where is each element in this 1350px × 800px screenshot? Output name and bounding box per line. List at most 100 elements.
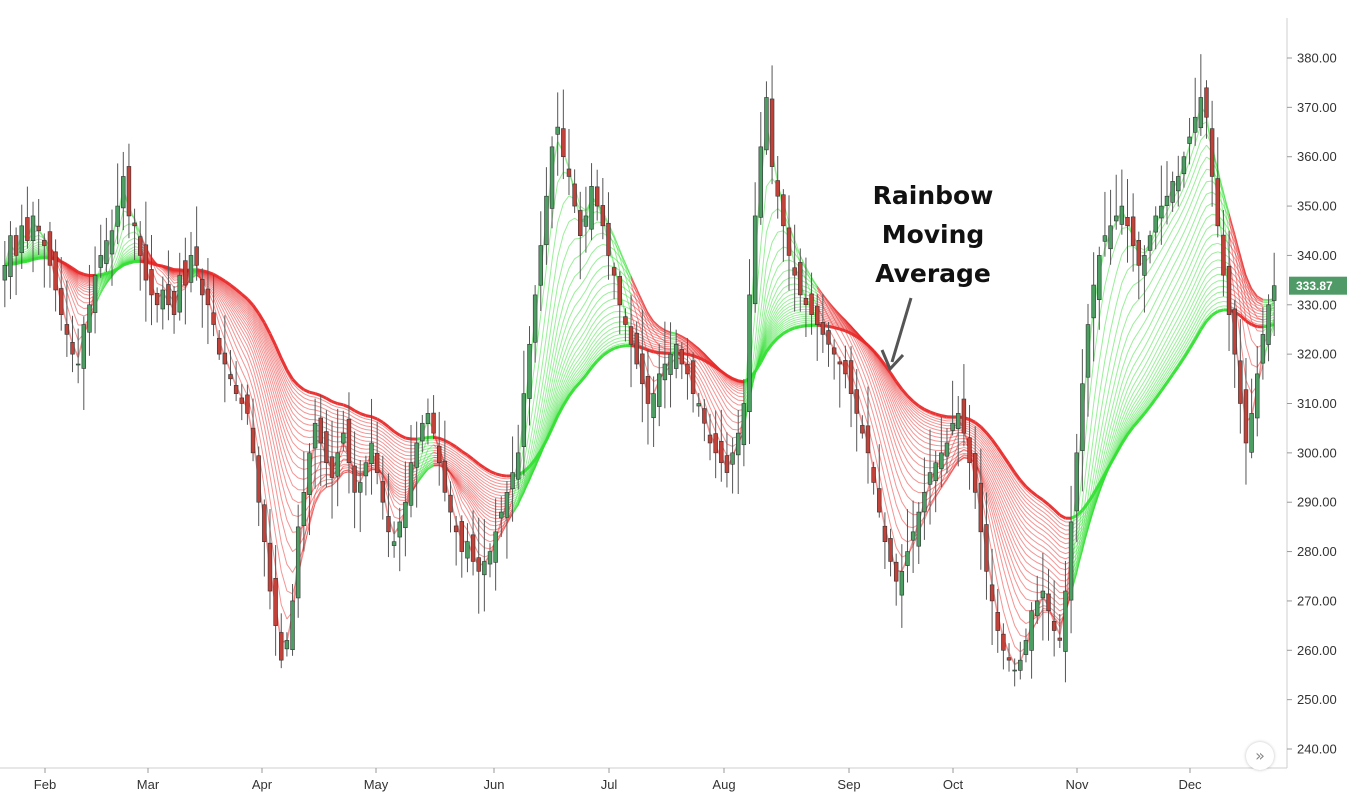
ema-38-segment [997,461,1004,472]
ema-30-segment [1031,532,1038,538]
ema-34-segment [952,432,959,435]
ema-18-segment [388,477,395,486]
ema-26-segment [100,278,107,283]
ema-20-segment [602,274,609,278]
ema-30-segment [574,351,581,361]
ema-28-segment [354,449,361,454]
ema-30-segment [230,293,237,301]
ema-18-segment [100,281,107,288]
ema-42-segment [1053,521,1061,528]
ema-38-segment [1132,411,1140,420]
ema-14-segment [1189,205,1196,220]
ema-34-segment [269,354,277,371]
ema-32-segment [884,373,891,386]
ema-10-segment [534,395,542,429]
ema-20-segment [298,477,304,480]
ema-34-segment [1177,327,1185,339]
ema-40-segment [495,485,502,488]
ema-44-segment [1206,305,1213,313]
ema-6-segment [794,239,801,256]
ema-30-segment [765,328,773,340]
ema-40-segment [596,343,604,350]
ema-34-segment [1166,347,1174,359]
ema-10-segment [388,484,395,496]
ema-40-segment [890,377,897,388]
ema-16-segment [21,254,28,258]
ema-8-segment [478,532,485,540]
ema-12-segment [1127,305,1134,317]
ema-14-segment [196,273,203,278]
ema-10-segment [484,531,491,536]
ema-10-segment [500,523,508,531]
ema-34-segment [517,485,525,493]
ema-22-segment [1200,229,1207,241]
ema-20-segment [991,486,999,501]
ema-24-segment [489,506,496,510]
ema-20-segment [1160,302,1168,315]
ema-20-segment [1222,220,1230,231]
ema-8-segment [280,542,288,565]
ema-16-segment [557,320,564,344]
ema-8-segment [878,436,886,461]
ema-38-segment [907,406,914,414]
ema-32-segment [467,476,474,483]
ema-14-segment [489,524,496,527]
ema-26-segment [1059,567,1066,571]
ema-26-segment [918,443,925,448]
ema-36-segment [766,334,773,345]
ema-26-segment [292,441,299,449]
ema-30-segment [732,382,739,387]
ema-12-segment [1132,299,1140,306]
ema-22-segment [1048,568,1055,575]
ema-34-segment [687,343,694,348]
ema-10-segment [641,309,649,328]
ema-24-segment [484,503,491,508]
ema-38-segment [230,288,237,295]
ema-36-segment [783,317,790,323]
ema-20-segment [450,472,457,479]
ema-32-segment [687,342,694,347]
ema-24-segment [568,338,576,351]
ema-22-segment [1160,312,1168,325]
ema-20-segment [1127,366,1134,380]
ema-22-segment [822,301,829,307]
ema-8-segment [765,242,773,265]
ema-38-segment [326,418,333,423]
ema-32-segment [602,319,609,325]
ema-44-segment [1025,493,1032,500]
ema-14-segment [562,287,570,305]
ema-30-segment [1251,296,1258,303]
ema-38-segment [562,386,570,399]
ema-4-segment [416,452,423,473]
ema-14-segment [624,265,632,277]
ema-14-segment [856,343,863,356]
ema-24-segment [292,451,299,458]
ema-12-segment [861,361,869,376]
ema-20-segment [861,344,869,356]
ema-42-segment [687,349,694,353]
ema-22-segment [958,450,965,453]
ema-22-segment [269,387,277,409]
ema-20-segment [320,467,327,470]
ema-30-segment [952,438,959,442]
ema-42-segment [918,411,925,417]
ema-30-segment [997,476,1004,489]
ema-16-segment [1115,369,1123,392]
ema-44-segment [1048,511,1055,518]
ema-36-segment [280,381,288,396]
ema-40-segment [941,424,948,427]
ema-12-segment [269,439,277,469]
ema-34-segment [845,323,852,328]
ema-42-segment [986,439,993,448]
ema-38-segment [376,435,384,440]
ema-20-segment [1183,255,1191,269]
ema-28-segment [579,336,587,346]
ema-10-segment [991,512,999,535]
ema-16-segment [252,352,260,371]
ema-18-segment [230,306,237,317]
ema-8-segment [1014,606,1021,619]
ema-18-segment [1160,290,1168,303]
ema-40-segment [912,409,920,416]
ema-44-segment [771,334,779,342]
ema-16-segment [703,363,711,374]
